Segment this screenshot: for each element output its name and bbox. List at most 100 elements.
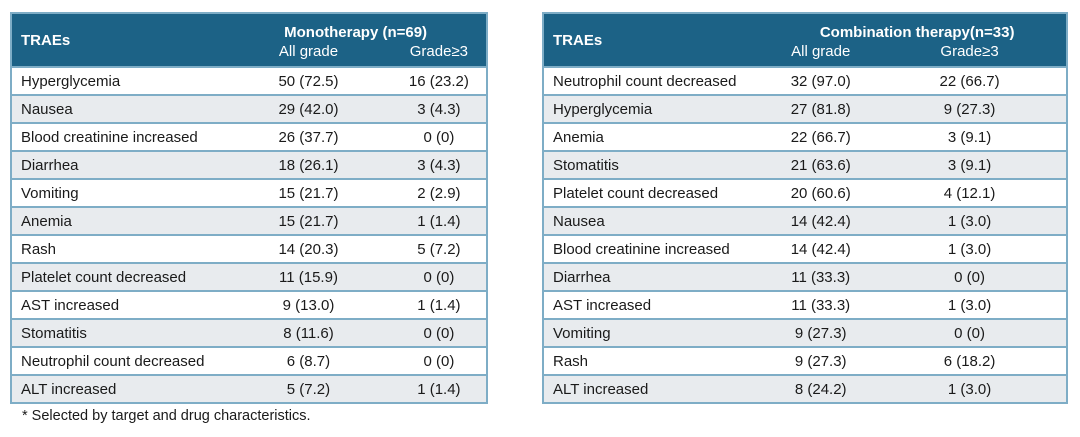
value-cell: 15 (21.7) — [278, 212, 339, 230]
value-cell: 14 (42.4) — [790, 212, 851, 230]
trae-name-cell: Nausea — [553, 212, 605, 230]
value-cell: 29 (42.0) — [278, 100, 339, 118]
value-cell: 9 (27.3) — [794, 324, 847, 342]
value-cell: 1 (1.4) — [417, 212, 461, 230]
value-cell: 1 (3.0) — [947, 240, 992, 258]
trae-name-cell: AST increased — [553, 296, 652, 314]
value-cell: 5 (7.2) — [417, 240, 461, 258]
grade3-column-header: Grade≥3 — [873, 42, 1067, 67]
trae-name-cell: Hyperglycemia — [21, 72, 121, 90]
value-cell: 21 (63.6) — [790, 156, 851, 174]
table-row: Vomiting 9 (27.3) 0 (0) — [543, 319, 1067, 347]
value-cell: 2 (2.9) — [417, 184, 461, 202]
value-cell: 14 (42.4) — [790, 240, 851, 258]
trae-name-cell: AST increased — [21, 296, 120, 314]
grade3-column-header: Grade≥3 — [391, 42, 487, 67]
trae-name-cell: Platelet count decreased — [553, 184, 719, 202]
traes-column-header: TRAEs — [543, 13, 769, 67]
value-cell: 3 (9.1) — [947, 128, 992, 146]
table-row: Neutrophil count decreased 6 (8.7) 0 (0) — [11, 347, 487, 375]
all-grade-column-header: All grade — [225, 42, 392, 67]
value-cell: 1 (1.4) — [417, 380, 461, 398]
monotherapy-table-header: TRAEs Monotherapy (n=69) All grade Grade… — [11, 13, 487, 67]
table-row: Rash 9 (27.3) 6 (18.2) — [543, 347, 1067, 375]
tables-row: TRAEs Monotherapy (n=69) All grade Grade… — [10, 12, 1068, 404]
value-cell: 9 (27.3) — [943, 100, 996, 118]
value-cell: 8 (24.2) — [794, 380, 847, 398]
trae-name-cell: Anemia — [553, 128, 604, 146]
group-header-row: TRAEs Combination therapy(n=33) — [543, 13, 1067, 67]
value-cell: 0 (0) — [423, 324, 455, 342]
trae-name-cell: Diarrhea — [21, 156, 79, 174]
value-cell: 9 (27.3) — [794, 352, 847, 370]
trae-name-cell: Hyperglycemia — [553, 100, 653, 118]
table-row: Hyperglycemia 50 (72.5) 16 (23.2) — [11, 67, 487, 95]
value-cell: 32 (97.0) — [790, 72, 851, 90]
value-cell: 20 (60.6) — [790, 184, 851, 202]
table-row: ALT increased 8 (24.2) 1 (3.0) — [543, 375, 1067, 403]
value-cell: 18 (26.1) — [278, 156, 339, 174]
table-row: Stomatitis 21 (63.6) 3 (9.1) — [543, 151, 1067, 179]
trae-name-cell: Neutrophil count decreased — [553, 72, 737, 90]
monotherapy-group-header: Monotherapy (n=69) — [225, 13, 487, 42]
value-cell: 11 (15.9) — [279, 268, 338, 286]
combination-table-header: TRAEs Combination therapy(n=33) All grad… — [543, 13, 1067, 67]
table-row: Blood creatinine increased 26 (37.7) 0 (0) — [11, 123, 487, 151]
monotherapy-table-body: Hyperglycemia 50 (72.5) 16 (23.2) Nausea 29 … — [11, 67, 487, 403]
value-cell: 0 (0) — [423, 128, 455, 146]
value-cell: 1 (3.0) — [947, 212, 992, 230]
trae-name-cell: Blood creatinine increased — [553, 240, 730, 258]
value-cell: 5 (7.2) — [286, 380, 331, 398]
table-row: Vomiting 15 (21.7) 2 (2.9) — [11, 179, 487, 207]
value-cell: 27 (81.8) — [790, 100, 851, 118]
value-cell: 14 (20.3) — [278, 240, 339, 258]
column-header-row: All grade Grade≥3 — [11, 42, 487, 67]
table-row: Neutrophil count decreased 32 (97.0) 22 (6… — [543, 67, 1067, 95]
column-header-row: All grade Grade≥3 — [543, 42, 1067, 67]
value-cell: 8 (11.6) — [283, 324, 334, 342]
value-cell: 6 (18.2) — [943, 352, 996, 370]
table-row: Platelet count decreased 20 (60.6) 4 (12.1… — [543, 179, 1067, 207]
table-row: ALT increased 5 (7.2) 1 (1.4) — [11, 375, 487, 403]
table-row: Stomatitis 8 (11.6) 0 (0) — [11, 319, 487, 347]
combination-group-header: Combination therapy(n=33) — [768, 13, 1067, 42]
value-cell: 1 (3.0) — [947, 380, 992, 398]
trae-name-cell: Vomiting — [21, 184, 79, 202]
table-row: Diarrhea 18 (26.1) 3 (4.3) — [11, 151, 487, 179]
table-row: Blood creatinine increased 14 (42.4) 1 (3.… — [543, 235, 1067, 263]
trae-name-cell: Blood creatinine increased — [21, 128, 198, 146]
table-row: Hyperglycemia 27 (81.8) 9 (27.3) — [543, 95, 1067, 123]
trae-name-cell: Platelet count decreased — [21, 268, 187, 286]
value-cell: 9 (13.0) — [282, 296, 335, 314]
trae-name-cell: ALT increased — [553, 380, 649, 398]
table-row: Nausea 29 (42.0) 3 (4.3) — [11, 95, 487, 123]
value-cell: 15 (21.7) — [278, 184, 339, 202]
table-row: Anemia 15 (21.7) 1 (1.4) — [11, 207, 487, 235]
trae-name-cell: Stomatitis — [21, 324, 87, 342]
value-cell: 0 (0) — [954, 268, 985, 286]
table-row: AST increased 11 (33.3) 1 (3.0) — [543, 291, 1067, 319]
trae-name-cell: Nausea — [21, 100, 73, 118]
value-cell: 0 (0) — [423, 268, 455, 286]
table-row: Platelet count decreased 11 (15.9) 0 (0) — [11, 263, 487, 291]
value-cell: 3 (4.3) — [417, 156, 461, 174]
trae-name-cell: Rash — [21, 240, 57, 258]
value-cell: 1 (3.0) — [947, 296, 992, 314]
table-row: Diarrhea 11 (33.3) 0 (0) — [543, 263, 1067, 291]
value-cell: 50 (72.5) — [278, 72, 339, 90]
value-cell: 0 (0) — [954, 324, 985, 342]
monotherapy-trae-table: TRAEs Monotherapy (n=69) All grade Grade… — [10, 12, 488, 404]
value-cell: 0 (0) — [423, 352, 455, 370]
combination-table-body: Neutrophil count decreased 32 (97.0) 22 (6… — [543, 67, 1067, 403]
value-cell: 16 (23.2) — [408, 72, 469, 90]
group-header-row: TRAEs Monotherapy (n=69) — [11, 13, 487, 67]
trae-name-cell: Anemia — [21, 212, 72, 230]
value-cell: 22 (66.7) — [939, 72, 1000, 90]
table-row: Anemia 22 (66.7) 3 (9.1) — [543, 123, 1067, 151]
trae-name-cell: Vomiting — [553, 324, 611, 342]
value-cell: 22 (66.7) — [790, 128, 851, 146]
footnote: * Selected by target and drug characteri… — [22, 408, 311, 424]
value-cell: 26 (37.7) — [278, 128, 339, 146]
value-cell: 11 (33.3) — [791, 296, 851, 314]
